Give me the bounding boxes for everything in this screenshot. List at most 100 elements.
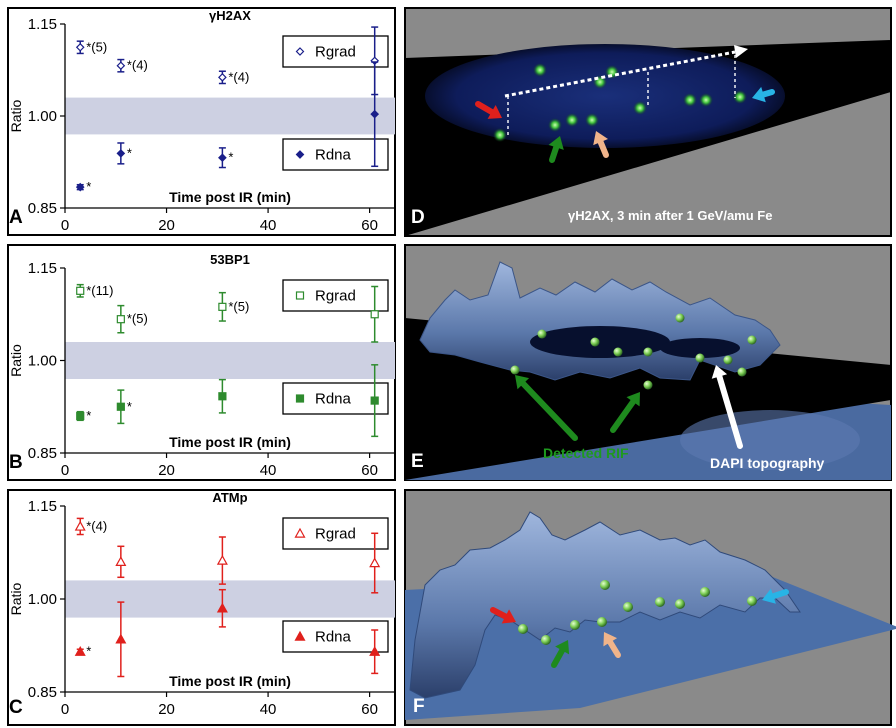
- legend-label: Rgrad: [315, 44, 356, 61]
- surface-reflection: [680, 410, 860, 470]
- significance-label: *: [127, 399, 132, 414]
- panel-letter: A: [9, 207, 23, 228]
- x-axis-label: Time post IR (min): [169, 673, 291, 689]
- data-point: [216, 554, 228, 565]
- rif-sphere: [643, 347, 653, 357]
- rif-sphere: [723, 355, 733, 365]
- surface-depression: [660, 338, 740, 358]
- data-point: [116, 315, 125, 324]
- significance-label: *: [228, 150, 233, 165]
- panel-letter: D: [411, 207, 425, 228]
- chart-panel-c: 0.85 1.00 1.15 0 20 40 60 ATMp Time post IR (min…: [7, 489, 396, 726]
- data-point: [369, 557, 381, 568]
- reference-band: [65, 580, 395, 618]
- x-tick-label: 40: [260, 217, 277, 234]
- rif-sphere: [570, 620, 580, 630]
- rif-sphere: [747, 596, 757, 606]
- significance-label: *: [86, 179, 91, 194]
- detected-rif-label: Detected RIF: [543, 445, 629, 461]
- rif-focus: [585, 113, 599, 127]
- legend-label: Rdna: [315, 391, 352, 408]
- significance-label: *(5): [86, 39, 107, 54]
- chart-title: γH2AX: [209, 8, 251, 23]
- chart-panel-a: 0.85 1.00 1.15 0 20 40 60 γH2AX Time post IR (mi…: [7, 7, 396, 236]
- legend-marker: [294, 630, 306, 641]
- green-arrow: [610, 392, 640, 433]
- panel-letter: E: [411, 451, 424, 472]
- significance-label: *(4): [127, 58, 148, 73]
- y-tick-label: 0.85: [28, 445, 57, 462]
- y-tick-label: 1.15: [28, 16, 57, 33]
- rif-sphere: [541, 635, 551, 645]
- data-point: [116, 61, 126, 71]
- reference-band: [65, 97, 395, 135]
- significance-label: *(5): [228, 299, 249, 314]
- rif-sphere: [518, 624, 528, 634]
- y-tick-label: 0.85: [28, 684, 57, 701]
- chart-title: 53BP1: [210, 252, 250, 267]
- significance-label: *: [86, 644, 91, 659]
- data-point: [116, 149, 126, 158]
- x-tick-label: 0: [61, 701, 69, 718]
- data-point: [216, 602, 228, 613]
- data-point: [75, 182, 85, 192]
- data-point: [370, 396, 379, 405]
- track-arrowhead: [734, 45, 748, 58]
- data-point: [74, 520, 86, 531]
- cyan-arrow: [752, 86, 775, 103]
- rif-sphere: [655, 597, 665, 607]
- y-tick-label: 1.00: [28, 353, 57, 370]
- data-point: [116, 402, 125, 411]
- x-tick-label: 60: [361, 701, 378, 718]
- rif-sphere: [590, 337, 600, 347]
- significance-label: *: [127, 145, 132, 160]
- data-point: [218, 302, 227, 311]
- green-arrow: [548, 136, 564, 163]
- data-point: [370, 310, 379, 319]
- y-tick-label: 1.00: [28, 108, 57, 125]
- peach-arrow: [603, 632, 621, 658]
- data-point: [76, 286, 85, 295]
- rif-sphere: [510, 365, 520, 375]
- chart-panel-b: 0.85 1.00 1.15 0 20 40 60 53BP1 Time post IR (mi…: [7, 244, 396, 481]
- peach-arrow: [593, 131, 609, 158]
- x-tick-label: 20: [158, 462, 175, 479]
- rif-sphere: [613, 347, 623, 357]
- x-tick-label: 60: [361, 462, 378, 479]
- data-point: [75, 42, 85, 52]
- x-axis-label: Time post IR (min): [169, 434, 291, 450]
- data-point: [370, 109, 380, 119]
- rif-focus: [699, 93, 713, 107]
- x-axis-label: Time post IR (min): [169, 189, 291, 205]
- rif-sphere: [675, 599, 685, 609]
- y-tick-label: 0.85: [28, 200, 57, 217]
- data-point: [74, 645, 86, 656]
- legend-marker: [295, 150, 305, 159]
- legend-label: Rdna: [315, 629, 352, 646]
- red-arrow: [475, 101, 502, 119]
- image-panel-f: F: [404, 489, 896, 726]
- green-arrow: [551, 640, 570, 668]
- significance-label: *(5): [127, 311, 148, 326]
- cyan-arrow: [762, 588, 789, 604]
- x-tick-label: 40: [260, 701, 277, 718]
- x-tick-label: 0: [61, 217, 69, 234]
- reference-band: [65, 342, 395, 379]
- significance-label: *(4): [86, 518, 107, 533]
- rif-sphere: [675, 313, 685, 323]
- dapi-topography-label: DAPI topography: [710, 455, 825, 471]
- y-tick-label: 1.15: [28, 260, 57, 277]
- legend-marker: [295, 47, 305, 56]
- y-axis-label: Ratio: [8, 344, 24, 377]
- legend-marker: [294, 527, 306, 538]
- x-tick-label: 60: [361, 217, 378, 234]
- significance-label: *(4): [228, 69, 249, 84]
- data-point: [115, 556, 127, 567]
- rif-sphere: [623, 602, 633, 612]
- rif-sphere: [737, 367, 747, 377]
- data-point: [218, 73, 227, 82]
- rif-focus: [733, 90, 747, 104]
- data-point: [369, 645, 381, 656]
- rif-focus: [493, 128, 507, 142]
